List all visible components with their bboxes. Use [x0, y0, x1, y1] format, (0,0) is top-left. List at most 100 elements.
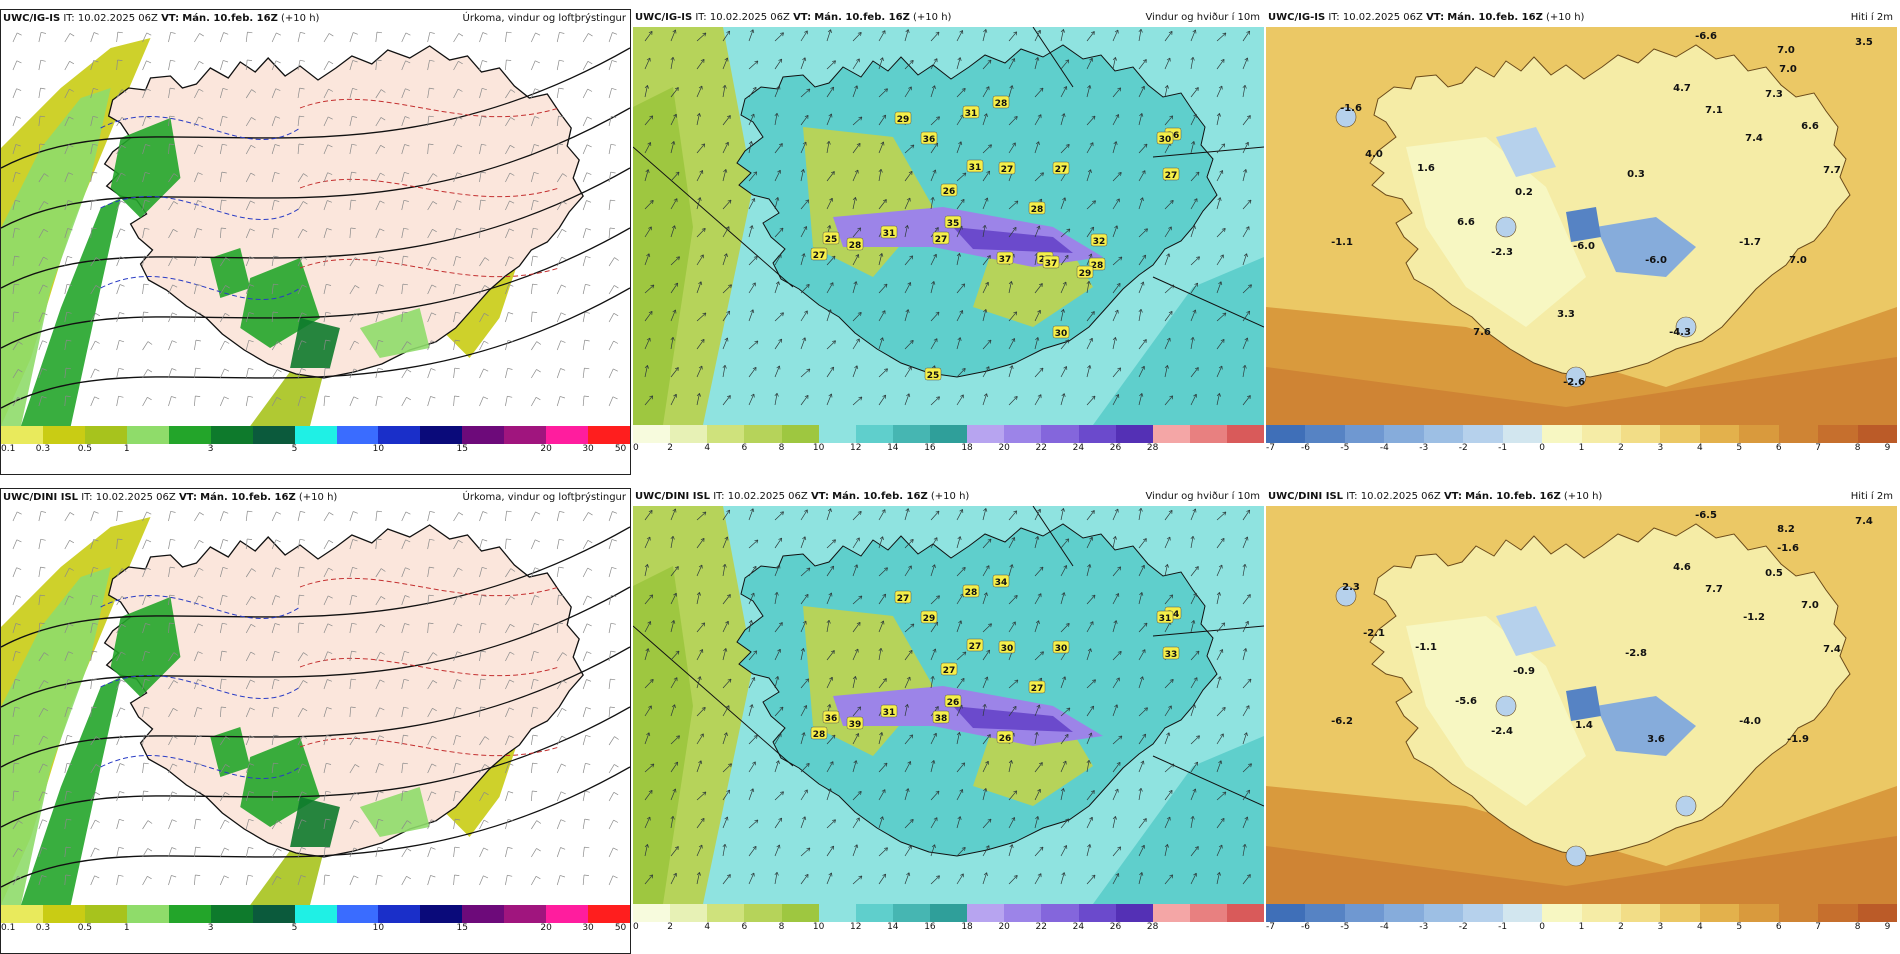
color-swatch [1660, 425, 1700, 443]
color-swatch [1620, 904, 1661, 922]
temp-value: 3.3 [1557, 309, 1575, 320]
scale-tick: 6 [1775, 443, 1782, 453]
gust-label: 28 [846, 237, 864, 251]
scale-tick: 1 [123, 444, 130, 454]
panel-header: UWC/IG-IS IT: 10.02.2025 06Z VT: Mán. 10… [1, 10, 630, 28]
temp-value: -4.3 [1669, 327, 1691, 338]
map-canvas: -6.5 8.2 7.4 -1.6 4.6 0.5 2.3 7.7 -1.2 -2.1 7.0 -1.… [1266, 506, 1897, 904]
grid-line [1032, 506, 1074, 567]
temp-value: 7.0 [1801, 600, 1819, 611]
gust-label: 31 [880, 704, 898, 718]
panel-header: UWC/IG-IS IT: 10.02.2025 06Z VT: Mán. 10… [633, 9, 1264, 27]
gust-label: 30 [1052, 325, 1070, 339]
scale-tick: 0 [633, 443, 639, 453]
scale-tick: 0.5 [77, 444, 93, 454]
gust-badge [932, 231, 950, 245]
color-scale-ticks: -7 -6 -5 -4 -3 -2 -1 0 1 2 3 4 5 6 7 8 9 [1266, 443, 1897, 457]
scale-tick: 10 [812, 443, 825, 453]
temp-band [1266, 836, 1897, 904]
color-swatch [1581, 425, 1621, 443]
gust-badge [940, 183, 958, 197]
init-time: 10.02.2025 06Z [95, 492, 176, 503]
gust-badge [920, 610, 938, 624]
gust-label: 32 [1090, 233, 1108, 247]
color-swatch [1, 905, 43, 923]
glacier-cold-area [1596, 696, 1696, 756]
gust-label: 28 [1028, 201, 1046, 215]
color-scale-bar [1, 905, 631, 923]
panel-title: Úrkoma, vindur og loftþrýstingur [462, 492, 626, 503]
glacier-cold-area [1596, 217, 1696, 277]
color-swatch [1115, 904, 1153, 922]
gust-badge [966, 638, 984, 652]
scale-tick: -5 [1340, 922, 1350, 932]
gust-label: 30 [998, 640, 1016, 654]
glacier-cold-area [1566, 686, 1601, 721]
precip-cell [290, 797, 340, 847]
color-scale-bar [633, 425, 1265, 443]
color-swatch [126, 426, 169, 444]
color-swatch [818, 904, 856, 922]
scale-tick: 9 [1884, 922, 1891, 932]
scale-tick: 24 [1072, 443, 1085, 453]
grid-line [633, 625, 794, 767]
precip-cell [110, 597, 181, 697]
valid-time-label: VT: [161, 13, 180, 24]
color-swatch [670, 904, 708, 922]
gust-badge [1076, 265, 1094, 279]
gust-badge [966, 159, 984, 173]
temp-value: 0.2 [1515, 187, 1533, 198]
gust-label: 28 [810, 726, 828, 740]
gust-label: 34 [992, 574, 1010, 588]
gust-label: 26 [996, 730, 1014, 744]
color-swatch [781, 425, 819, 443]
color-swatch [1463, 904, 1503, 922]
panel-header: UWC/DINI ISL IT: 10.02.2025 06Z VT: Mán.… [1, 489, 630, 507]
panel-title: Úrkoma, vindur og loftþrýstingur [462, 13, 626, 24]
color-swatch [294, 426, 337, 444]
temp-value: -6.6 [1695, 31, 1717, 42]
gust-label: 27 [1028, 680, 1046, 694]
scale-tick: 22 [1035, 922, 1048, 932]
wind-panel-top: UWC/IG-IS IT: 10.02.2025 06Z VT: Mán. 10… [633, 9, 1265, 475]
color-swatch [633, 425, 671, 443]
temp-plateau [1406, 616, 1586, 806]
scale-tick: 50 [614, 923, 627, 933]
color-swatch [1620, 425, 1661, 443]
color-swatch [930, 904, 968, 922]
color-swatch [126, 905, 169, 923]
scale-tick: 0 [1539, 443, 1545, 453]
temp-plateau [1406, 137, 1586, 327]
gust-value: 39 [849, 720, 862, 730]
scale-tick: -7 [1266, 443, 1275, 453]
temp-band [1266, 357, 1897, 425]
color-swatch [1857, 425, 1897, 443]
scale-tick: 3 [207, 923, 214, 933]
init-time: 10.02.2025 06Z [1360, 491, 1441, 502]
gust-label: 31 [962, 105, 980, 119]
color-swatch [1344, 425, 1385, 443]
gust-value: 27 [813, 251, 826, 261]
gust-badge [998, 161, 1016, 175]
temp-value: -6.5 [1695, 510, 1717, 521]
isobar [1, 766, 630, 888]
color-swatch [855, 904, 893, 922]
gust-label: 27 [998, 161, 1016, 175]
temp-value: -2.3 [1491, 247, 1513, 258]
wind-barbs [644, 507, 1252, 885]
gust-value: 28 [965, 588, 978, 598]
glacier-cold-area [1566, 207, 1601, 242]
scale-tick: 50 [614, 444, 627, 454]
color-swatch [378, 905, 421, 923]
gust-badge [810, 247, 828, 261]
gust-badge [1028, 201, 1046, 215]
temp-value: -4.0 [1739, 716, 1761, 727]
scale-tick: 8 [778, 443, 785, 453]
gust-value: 35 [947, 219, 960, 229]
color-swatch [1004, 425, 1042, 443]
gust-label: 30 [1156, 131, 1174, 145]
isobar [1, 586, 630, 708]
valid-time-label: VT: [810, 491, 829, 502]
wind-band [1093, 257, 1264, 425]
map-canvas [1, 507, 630, 905]
